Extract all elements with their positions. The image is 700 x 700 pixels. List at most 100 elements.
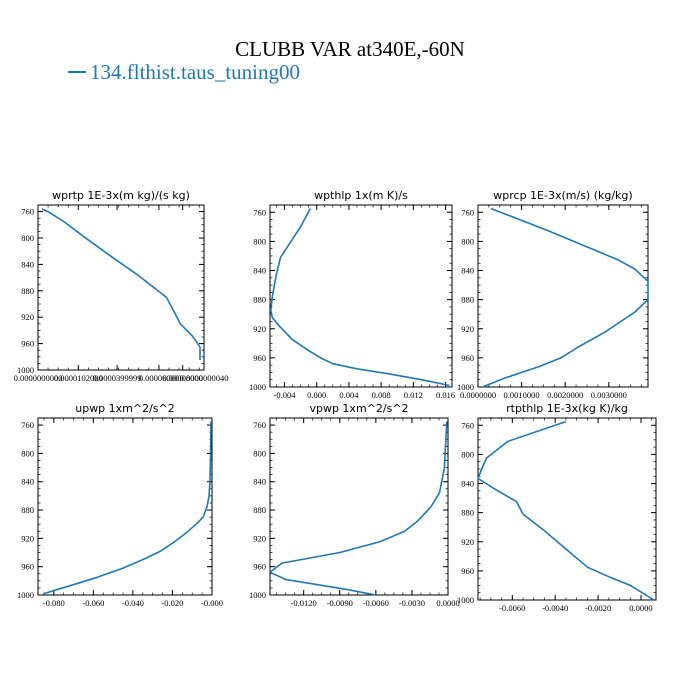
y-tick-label: 760 [461,420,474,430]
y-tick-label: 960 [461,353,474,363]
x-tick-label: 0.008 [372,390,391,400]
x-tick-label: 0.0000000 [460,390,496,400]
x-tick-label: 0.0020000 [547,390,583,400]
x-tick-label: -0.0120 [291,598,317,608]
panel-6: rtpthlp 1E-3x(kg K)/kg 760 800 840 880 920 960… [457,402,657,613]
y-tick-label: 960 [253,353,266,363]
y-tick-label: 960 [21,562,34,572]
y-tick-label: 880 [21,286,34,296]
y-tick-label: 920 [253,533,266,543]
y-tick-label: 880 [21,505,34,515]
figure-title: CLUBB VAR at340E,-60N [235,37,465,61]
x-tick-label: -0.020 [161,598,183,608]
x-tick-label: -0.060 [82,598,104,608]
y-tick-label: 800 [461,236,474,246]
y-tick-label: 960 [21,339,34,349]
y-tick-label: 840 [21,259,34,269]
x-tick-label: 0.0000000040 [180,373,229,383]
panel-title: wprcp 1E-3x(m/s) (kg/kg) [493,189,632,202]
y-tick-label: 800 [461,449,474,459]
panel-title: vpwp 1xm^2/s^2 [309,402,408,415]
plot-frame [37,417,213,596]
x-tick-label: -0.080 [43,598,65,608]
y-tick-label: 760 [21,420,34,430]
y-tick-label: 760 [21,207,34,217]
y-tick-label: 920 [253,324,266,334]
plot-frame [269,417,449,596]
y-tick-label: 800 [21,233,34,243]
series-line [269,208,450,387]
panel-2: wpthlp 1x(m K)/s 760 800 840 880 920 960 1000 -0… [249,189,455,400]
plot-frame [269,204,453,388]
y-tick-label: 960 [461,566,474,576]
series-line [43,421,212,595]
x-tick-label: 0.0000000000 [14,373,63,383]
y-tick-label: 760 [253,207,266,217]
x-tick-label: 0.016 [436,390,455,400]
x-tick-label: 0.0000399999 [93,373,142,383]
y-tick-label: 840 [253,266,266,276]
panels: wprtp 1E-3x(m kg)/(s kg) 760 800 840 880 920 9… [14,189,657,613]
y-tick-label: 880 [253,295,266,305]
legend: 134.flthist.taus_tuning00 [68,60,300,84]
x-tick-label: 0.00006000 [139,373,179,383]
series-line [269,421,448,596]
x-tick-label: -0.0030 [399,598,425,608]
x-tick-label: 0.0000102000 [54,373,103,383]
y-tick-label: 800 [21,448,34,458]
y-tick-label: 1000 [457,595,474,605]
panel-3: wprcp 1E-3x(m/s) (kg/kg) 760 800 840 880 920 9… [457,189,649,400]
plot-frame [37,204,205,371]
y-tick-label: 1000 [17,365,34,375]
x-tick-label: 0.012 [404,390,423,400]
y-tick-label: 1000 [249,382,266,392]
x-tick-label: -0.0060 [363,598,389,608]
panel-title: rtpthlp 1E-3x(kg K)/kg [506,402,628,415]
x-tick-label: 0.0030000 [591,390,627,400]
legend-label: 134.flthist.taus_tuning00 [90,60,300,84]
y-tick-label: 840 [253,477,266,487]
panel-5: vpwp 1xm^2/s^2 760 800 840 880 920 960 1000 -0.0… [249,402,460,608]
y-tick-label: 1000 [457,382,474,392]
y-tick-label: 880 [461,295,474,305]
panel-title: wpthlp 1x(m K)/s [314,189,408,202]
x-tick-label: -0.040 [122,598,144,608]
y-tick-label: 880 [461,508,474,518]
y-tick-label: 840 [461,479,474,489]
y-tick-label: 1000 [17,590,34,600]
y-tick-label: 1000 [249,590,266,600]
x-tick-label: -0.0020 [585,603,611,613]
y-tick-label: 920 [461,324,474,334]
y-tick-label: 760 [461,207,474,217]
x-tick-label: -0.0040 [542,603,568,613]
y-tick-label: 920 [21,312,34,322]
panel-4: upwp 1xm^2/s^2 760 800 840 880 920 960 1000 -0.0… [17,402,223,608]
y-tick-label: 800 [253,236,266,246]
y-tick-label: 920 [21,533,34,543]
panel-title: upwp 1xm^2/s^2 [75,402,175,415]
y-tick-label: 840 [461,266,474,276]
x-tick-label: 0.00008000 [162,373,202,383]
x-tick-label: 0.0000 [436,598,459,608]
series-line [477,420,655,601]
plot-frame [477,204,649,388]
panel-title: wprtp 1E-3x(m kg)/(s kg) [52,189,190,202]
x-tick-label: 0.0010000 [504,390,540,400]
plot-frame [477,417,657,601]
x-tick-label: -0.0090 [327,598,353,608]
y-tick-label: 840 [21,477,34,487]
y-tick-label: 920 [461,537,474,547]
y-tick-label: 880 [253,505,266,515]
x-tick-label: -0.0060 [499,603,525,613]
y-tick-label: 960 [253,562,266,572]
y-tick-label: 800 [253,448,266,458]
x-tick-label: -0.004 [274,390,297,400]
series-line [41,208,201,361]
x-tick-label: -0.000 [201,598,223,608]
panel-1: wprtp 1E-3x(m kg)/(s kg) 760 800 840 880 920 9… [14,189,229,383]
y-tick-label: 760 [253,420,266,430]
series-line [482,207,649,388]
x-tick-label: 0.000 [307,390,326,400]
x-tick-label: 0.004 [339,390,359,400]
